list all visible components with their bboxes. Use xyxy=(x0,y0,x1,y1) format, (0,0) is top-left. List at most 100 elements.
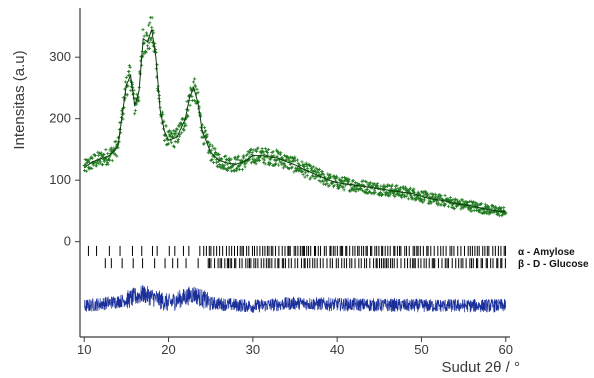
observed-point xyxy=(142,41,147,45)
observed-point xyxy=(83,157,87,162)
observed-point xyxy=(243,165,247,169)
observed-point xyxy=(400,196,404,200)
observed-point xyxy=(110,148,114,152)
observed-point xyxy=(422,198,427,202)
observed-point xyxy=(229,157,233,161)
observed-point xyxy=(314,166,318,170)
observed-point xyxy=(164,124,168,128)
observed-point xyxy=(499,206,503,210)
observed-point xyxy=(106,151,110,156)
observed-point xyxy=(102,152,106,156)
observed-point xyxy=(375,182,380,186)
observed-point xyxy=(387,194,391,198)
observed-point xyxy=(276,150,280,154)
observed-point xyxy=(235,166,239,170)
observed-point xyxy=(378,190,383,195)
y-tick-label: 0 xyxy=(64,234,71,249)
observed-point xyxy=(421,200,425,204)
observed-point xyxy=(142,52,146,56)
observed-point xyxy=(97,153,101,158)
observed-point xyxy=(306,166,310,171)
observed-point xyxy=(82,168,87,173)
observed-point xyxy=(455,204,459,208)
observed-point xyxy=(486,210,490,214)
observed-point xyxy=(316,170,320,174)
observed-point xyxy=(145,33,149,38)
observed-point xyxy=(368,180,372,185)
observed-point xyxy=(210,144,215,148)
observed-point xyxy=(177,125,181,129)
x-tick-label: 30 xyxy=(246,342,260,357)
observed-point xyxy=(301,173,305,177)
observed-point xyxy=(125,93,130,97)
observed-point xyxy=(429,199,433,203)
observed-point xyxy=(361,179,365,183)
fit-line xyxy=(83,29,505,213)
observed-point xyxy=(260,147,264,151)
observed-point xyxy=(172,145,177,149)
axes: 0 100 200 300 10 20 30 40 50 60 xyxy=(49,8,513,357)
observed-point xyxy=(129,88,133,93)
observed-point xyxy=(332,183,336,187)
observed-point xyxy=(360,188,364,193)
observed-point xyxy=(271,150,275,154)
observed-point xyxy=(196,90,200,95)
y-tick-label: 100 xyxy=(49,172,71,187)
alpha-amylose-label: α - Amylose xyxy=(518,247,575,258)
observed-point xyxy=(104,148,108,152)
observed-point xyxy=(475,201,479,206)
observed-point xyxy=(166,142,171,146)
observed-point xyxy=(365,180,369,184)
observed-point xyxy=(504,211,508,215)
observed-point xyxy=(141,28,145,32)
observed-point xyxy=(443,202,448,206)
observed-point xyxy=(473,200,477,205)
observed-point xyxy=(262,158,267,162)
observed-point xyxy=(384,185,388,189)
observed-point xyxy=(301,169,305,173)
observed-point xyxy=(431,193,435,197)
observed-point xyxy=(173,133,177,137)
observed-point xyxy=(426,193,430,197)
observed-point xyxy=(372,188,377,192)
observed-point xyxy=(436,201,441,205)
observed-point xyxy=(380,192,385,197)
observed-point xyxy=(148,21,152,25)
observed-point xyxy=(240,168,245,172)
observed-point xyxy=(124,75,128,80)
observed-point xyxy=(311,165,315,169)
observed-point xyxy=(214,158,218,162)
observed-point xyxy=(420,197,424,202)
observed-point xyxy=(290,165,294,169)
observed-point xyxy=(452,207,457,211)
observed-point xyxy=(487,206,491,210)
difference-line xyxy=(83,284,506,313)
observed-point xyxy=(279,160,283,164)
observed-point xyxy=(254,149,259,154)
y-axis-title: Intensitas (a.u) xyxy=(11,50,28,149)
observed-point xyxy=(342,188,346,192)
observed-point xyxy=(254,162,258,166)
observed-point xyxy=(217,152,221,157)
x-tick-label: 10 xyxy=(77,342,91,357)
observed-point xyxy=(216,165,220,169)
x-tick-label: 20 xyxy=(161,342,175,357)
observed-point xyxy=(366,187,370,191)
beta-glucose-ticks xyxy=(104,258,506,269)
observed-point xyxy=(204,129,208,133)
observed-point xyxy=(412,187,416,191)
observed-point xyxy=(479,202,484,206)
observed-point xyxy=(300,160,304,164)
observed-point xyxy=(429,201,433,205)
observed-point xyxy=(186,115,190,119)
observed-point xyxy=(126,84,130,88)
observed-point xyxy=(317,179,321,183)
observed-point xyxy=(257,158,262,163)
observed-point xyxy=(414,197,419,201)
observed-point xyxy=(279,151,283,155)
observed-point xyxy=(188,103,192,107)
y-tick-label: 200 xyxy=(49,111,71,126)
observed-point xyxy=(242,154,246,158)
observed-point xyxy=(108,158,112,162)
